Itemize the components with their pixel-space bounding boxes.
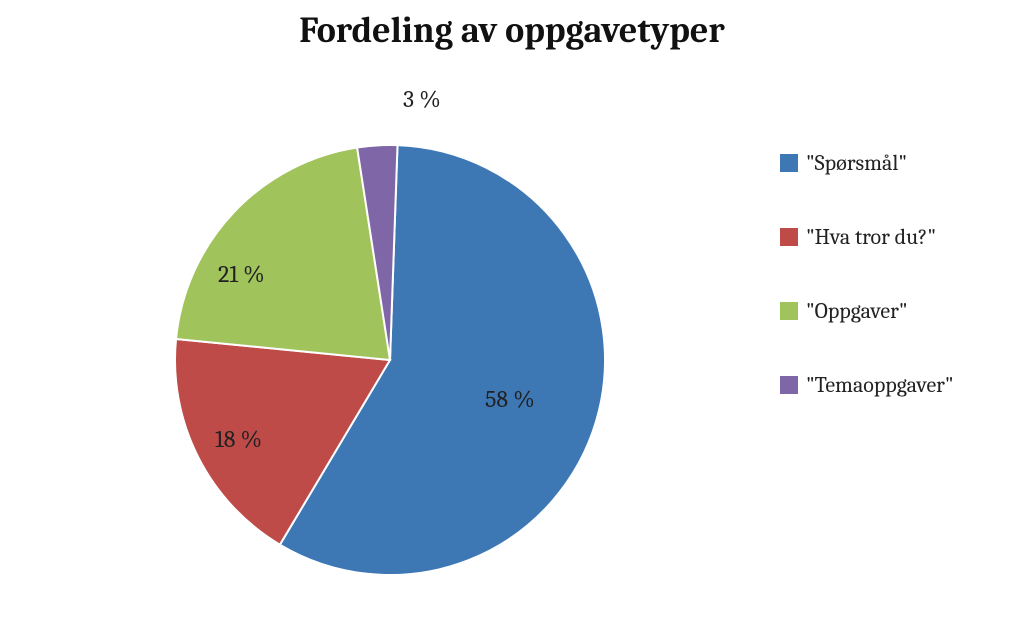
legend-label: "Temaoppgaver"	[806, 372, 954, 398]
legend-item: "Oppgaver"	[780, 298, 954, 324]
legend-swatch	[780, 154, 798, 172]
legend: "Spørsmål" "Hva tror du?" "Oppgaver" "Temao…	[780, 150, 954, 446]
legend-swatch	[780, 376, 798, 394]
slice-percent-label: 18 %	[215, 425, 262, 453]
legend-item: "Hva tror du?"	[780, 224, 954, 250]
slice-percent-label: 3 %	[403, 85, 441, 113]
legend-item: "Temaoppgaver"	[780, 372, 954, 398]
chart-container: Fordeling av oppgavetyper "Spørsmål""Hva…	[0, 0, 1024, 624]
legend-label: "Spørsmål"	[806, 150, 907, 176]
pie-slice	[176, 148, 390, 360]
legend-swatch	[780, 228, 798, 246]
legend-item: "Spørsmål"	[780, 150, 954, 176]
legend-label: "Oppgaver"	[806, 298, 908, 324]
legend-swatch	[780, 302, 798, 320]
slice-percent-label: 58 %	[485, 385, 535, 413]
legend-label: "Hva tror du?"	[806, 224, 936, 250]
slice-percent-label: 21 %	[218, 260, 265, 288]
